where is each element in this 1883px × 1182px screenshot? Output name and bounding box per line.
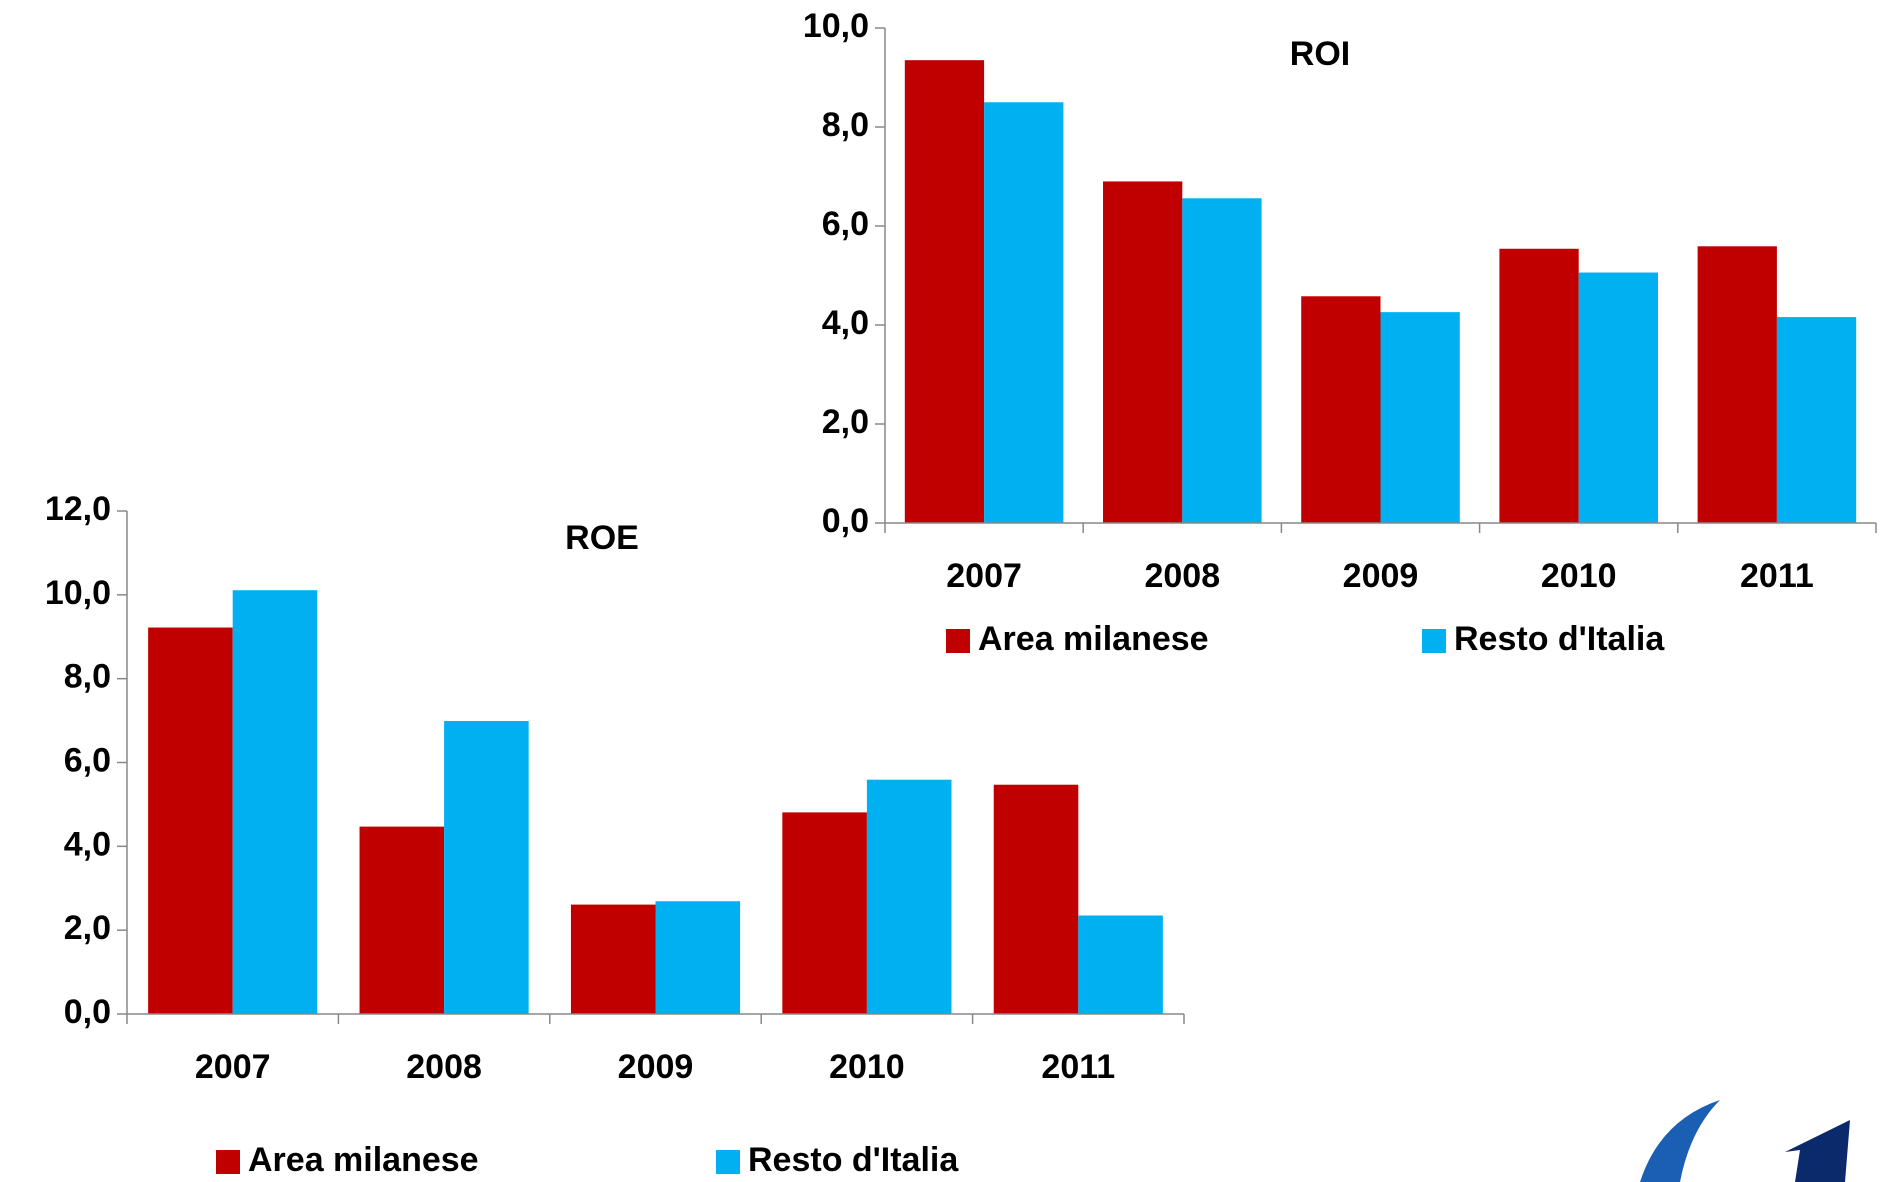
bar <box>1697 246 1777 524</box>
bar <box>782 812 867 1014</box>
x-tick-label: 2009 <box>618 1048 694 1086</box>
x-tick-label: 2011 <box>1041 1048 1115 1086</box>
logo-arrow <box>1785 1120 1850 1182</box>
bar <box>570 904 656 1014</box>
y-tick-label: 6,0 <box>64 741 111 779</box>
logo-swoosh <box>1640 1100 1720 1182</box>
bar <box>1776 317 1857 523</box>
logo <box>1640 1100 1850 1182</box>
y-tick-label: 12,0 <box>45 490 111 528</box>
x-tick-label: 2010 <box>1541 557 1617 595</box>
legend-swatch <box>1422 629 1446 653</box>
bar <box>904 60 985 524</box>
bar <box>148 627 233 1014</box>
legend-label: Resto d'Italia <box>1454 620 1665 658</box>
bar <box>1103 181 1183 523</box>
bar <box>359 826 445 1014</box>
bar <box>984 102 1064 523</box>
y-tick-label: 10,0 <box>803 7 869 45</box>
y-tick-label: 2,0 <box>64 909 111 947</box>
bar <box>444 721 529 1014</box>
x-tick-label: 2007 <box>946 557 1022 595</box>
y-tick-label: 6,0 <box>822 205 869 243</box>
y-tick-label: 10,0 <box>45 574 111 612</box>
bar <box>1380 312 1460 523</box>
x-tick-label: 2008 <box>1144 557 1220 595</box>
legend-swatch <box>216 1150 240 1174</box>
bar <box>1301 296 1381 523</box>
x-tick-label: 2010 <box>829 1048 905 1086</box>
bar <box>1578 272 1658 523</box>
bar <box>1499 248 1579 523</box>
y-tick-label: 0,0 <box>822 502 869 540</box>
chart-title: ROE <box>565 519 639 557</box>
chart-title: ROI <box>1290 35 1350 73</box>
x-tick-label: 2008 <box>406 1048 482 1086</box>
y-tick-label: 8,0 <box>64 658 111 696</box>
bar <box>1078 915 1163 1014</box>
y-tick-label: 0,0 <box>64 993 111 1031</box>
legend-label: Resto d'Italia <box>748 1141 959 1179</box>
y-tick-label: 8,0 <box>822 106 869 144</box>
legend-swatch <box>946 629 970 653</box>
bar <box>993 784 1079 1014</box>
x-tick-label: 2009 <box>1343 557 1419 595</box>
y-tick-label: 4,0 <box>64 825 111 863</box>
legend-swatch <box>716 1150 740 1174</box>
y-tick-label: 2,0 <box>822 403 869 441</box>
bar <box>866 779 952 1014</box>
bar <box>232 590 318 1014</box>
x-tick-label: 2011 <box>1740 557 1814 595</box>
y-tick-label: 4,0 <box>822 304 869 342</box>
x-tick-label: 2007 <box>195 1048 271 1086</box>
bar <box>1182 198 1262 523</box>
legend-label: Area milanese <box>978 620 1209 658</box>
legend-label: Area milanese <box>248 1141 479 1179</box>
bar <box>655 901 741 1014</box>
